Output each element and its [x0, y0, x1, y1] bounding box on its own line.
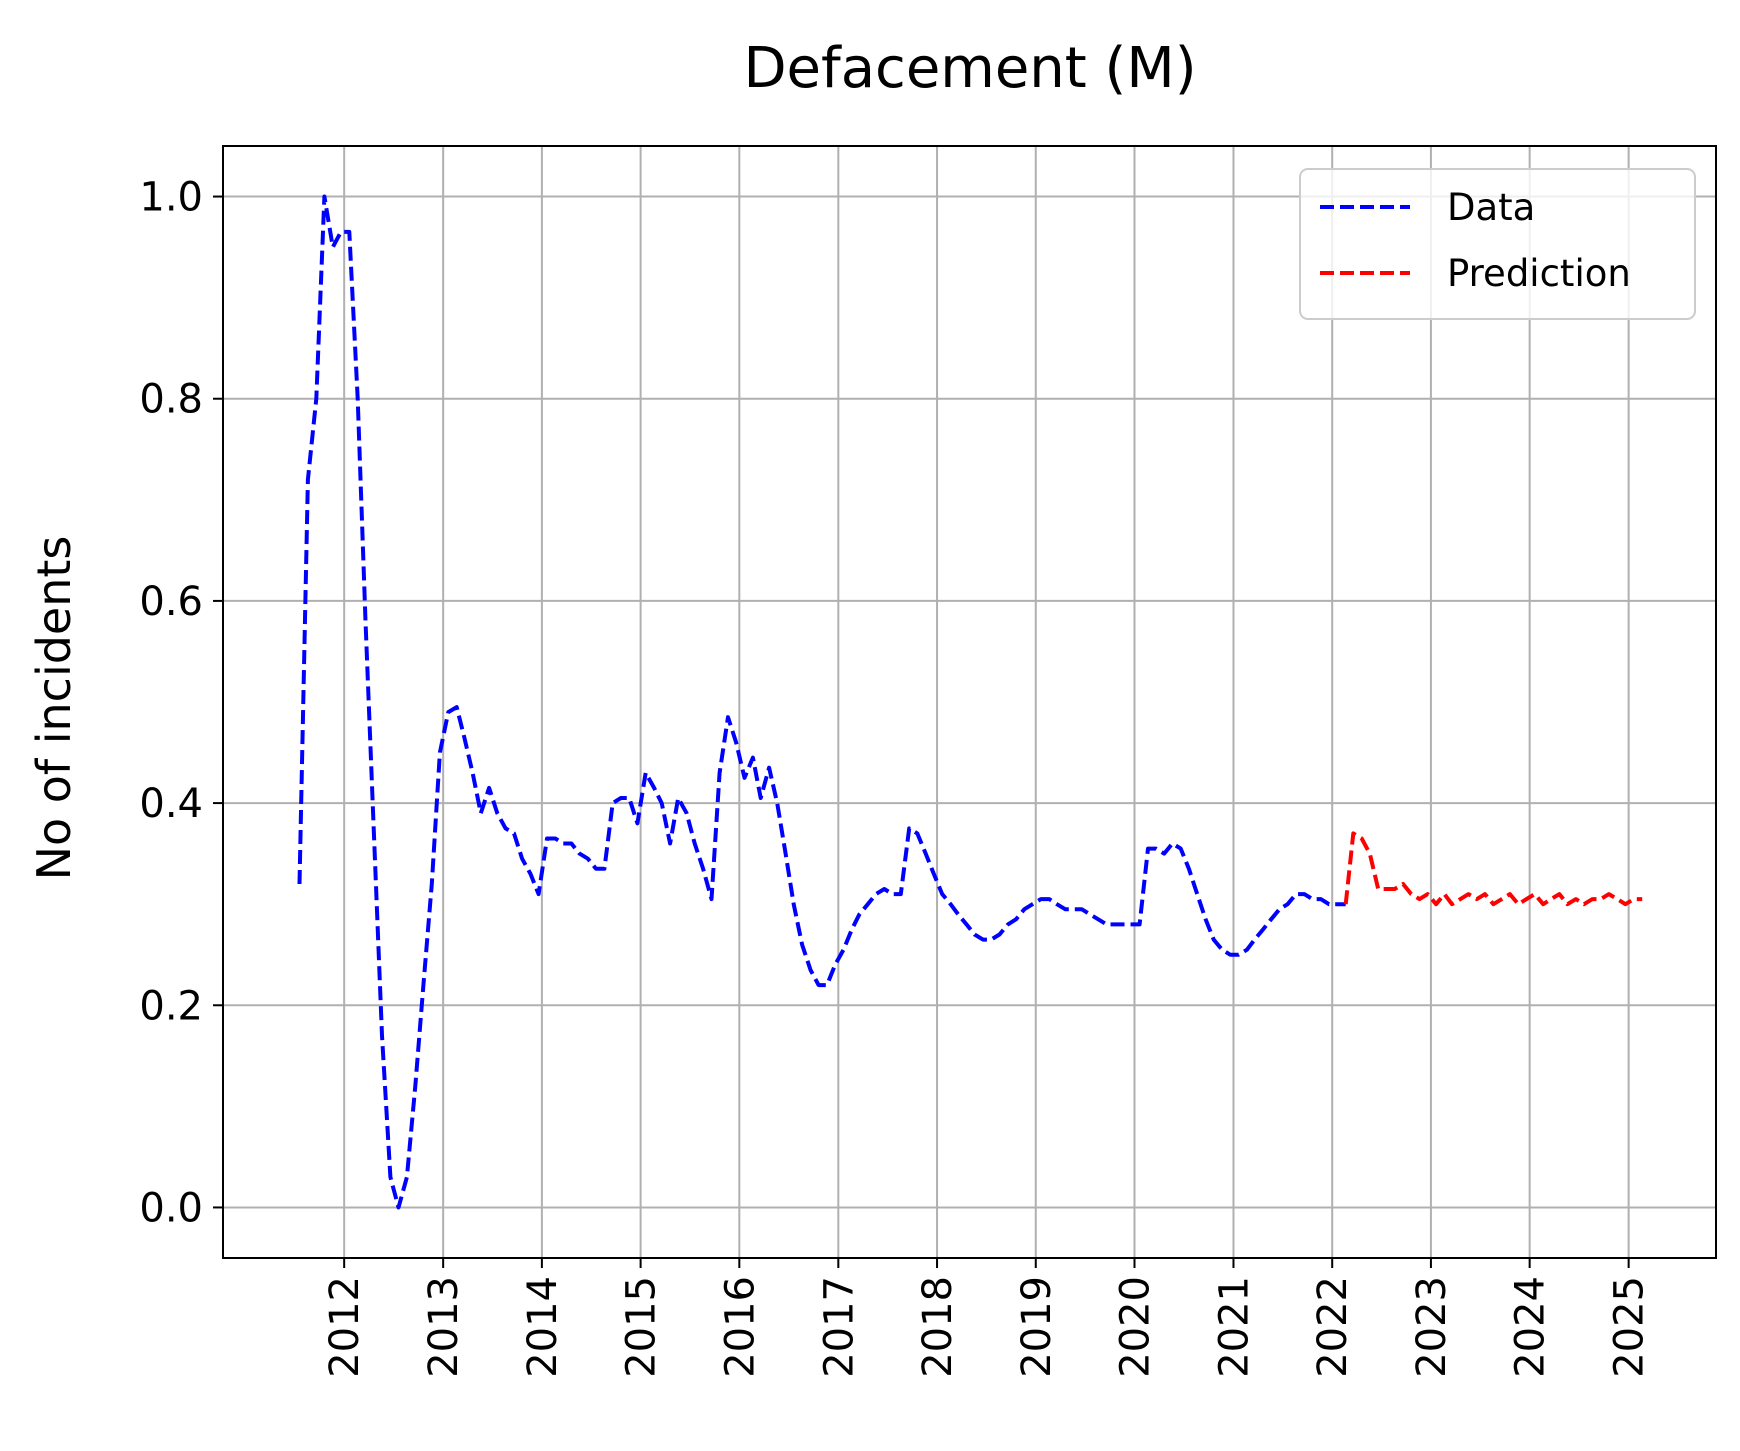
x-tick-label: 2025	[1607, 1276, 1653, 1378]
grid	[223, 146, 1716, 1258]
x-tick-label: 2015	[619, 1276, 665, 1378]
x-tick-label: 2012	[322, 1276, 368, 1378]
y-tick-label: 0.6	[139, 579, 203, 625]
legend-label-data: Data	[1447, 186, 1535, 229]
axis-ticks: 2012 2013 2014 2015 2016 2017 2018 2019 2020 2021…	[139, 175, 1652, 1378]
y-tick-label: 0.4	[139, 781, 203, 827]
y-tick-label: 0.2	[139, 983, 203, 1029]
plot-frame	[222, 145, 1717, 1259]
x-tick-label: 2017	[816, 1276, 862, 1378]
series-lines	[297, 194, 1643, 1210]
y-tick-label: 0.8	[139, 377, 203, 423]
legend-box	[1299, 168, 1696, 320]
x-tick-label: 2024	[1508, 1276, 1554, 1378]
x-tick-label: 2016	[717, 1276, 763, 1378]
chart-title: Defacement (M)	[743, 36, 1196, 101]
x-tick-label: 2018	[915, 1276, 961, 1378]
x-tick-label: 2021	[1211, 1276, 1257, 1378]
legend-label-prediction: Prediction	[1447, 252, 1631, 295]
y-tick-label: 1.0	[139, 175, 203, 221]
x-tick-label: 2022	[1310, 1276, 1356, 1378]
y-tick-label: 0.0	[139, 1185, 203, 1231]
x-tick-label: 2020	[1112, 1276, 1158, 1378]
x-tick-label: 2014	[520, 1276, 566, 1378]
legend: Data Prediction	[1299, 168, 1696, 320]
x-tick-label: 2013	[421, 1276, 467, 1378]
x-tick-label: 2019	[1014, 1276, 1060, 1378]
x-tick-label: 2023	[1409, 1276, 1455, 1378]
series-line-prediction	[1343, 831, 1643, 907]
series-line-data	[297, 194, 1346, 1210]
y-axis-label: No of incidents	[27, 536, 81, 881]
